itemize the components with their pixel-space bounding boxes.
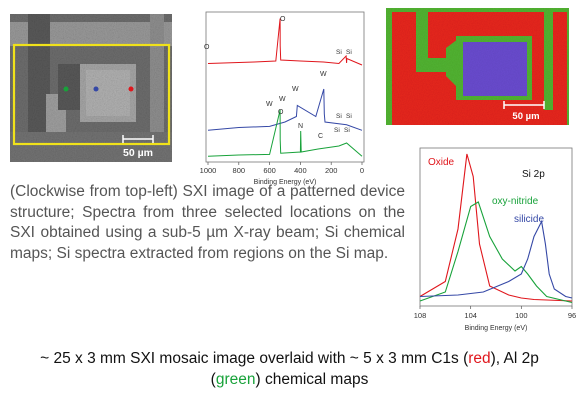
- si2p-oxide-series: [419, 153, 573, 302]
- peak-label-o-top: O: [280, 16, 286, 23]
- figure-caption: (Clockwise from top-left) SXI image of a…: [10, 183, 405, 262]
- map-scale-label: 50 µm: [512, 111, 539, 122]
- sxi-image: 50 µm: [10, 14, 172, 162]
- peak-label-c-green: C: [318, 133, 323, 140]
- si2p-oxynitride-series: [419, 201, 573, 304]
- si2p-x-axis-label: Binding Energy (eV): [465, 325, 528, 332]
- footer-text: ~ 25 x 3 mm SXI mosaic image overlaid wi…: [0, 348, 579, 390]
- peak-label-si-blue-1: Si: [336, 113, 342, 120]
- si2p-tick-label: 100: [515, 311, 528, 320]
- survey-blue-series: [207, 88, 363, 131]
- survey-green-series: [207, 109, 363, 157]
- si-chemical-map: 50 µm: [386, 8, 569, 125]
- green-marker: [63, 86, 69, 92]
- footer-red-word: red: [468, 350, 491, 367]
- peak-label-w-4: W: [320, 71, 327, 78]
- peak-label-o-left: O: [204, 44, 210, 51]
- peak-label-si-red-1: Si: [336, 49, 342, 56]
- footer-part2: ), Al 2p: [490, 350, 539, 367]
- legend-oxide: Oxide: [428, 157, 455, 168]
- sxi-scale-label: 50 µm: [123, 147, 153, 159]
- footer-green-word: green: [215, 371, 256, 388]
- survey-red-series: [207, 18, 363, 66]
- peak-label-o-green: O: [278, 109, 284, 116]
- peak-label-si-green-2: Si: [344, 127, 350, 134]
- survey-tick-label: 400: [294, 166, 307, 175]
- red-marker: [128, 86, 134, 92]
- survey-tick-label: 0: [360, 166, 364, 175]
- si2p-spectra-chart: Oxide Si 2p oxy-nitride silicide 108 104 1…: [414, 147, 576, 332]
- si2p-tick-label: 108: [414, 311, 427, 320]
- si2p-tick-label: 96: [568, 311, 576, 320]
- survey-tick-label: 200: [325, 166, 338, 175]
- peak-label-si-red-2: Si: [346, 49, 352, 56]
- survey-x-axis-label: Binding Energy (eV): [254, 179, 317, 186]
- legend-silicide: silicide: [514, 214, 544, 225]
- selection-rectangle: [12, 43, 171, 146]
- survey-tick-label: 1000: [200, 166, 217, 175]
- survey-spectra-chart: O O Si Si W W W W Si Si O N C Si Si 1000…: [200, 11, 365, 186]
- peak-label-w-1: W: [266, 101, 273, 108]
- footer-part3: ) chemical maps: [255, 371, 369, 388]
- peak-label-si-blue-2: Si: [346, 113, 352, 120]
- peak-label-w-2: W: [279, 96, 286, 103]
- blue-marker: [93, 86, 99, 92]
- peak-label-n-green: N: [298, 123, 303, 130]
- legend-oxy-nitride: oxy-nitride: [492, 196, 539, 207]
- footer-open-paren: (: [210, 371, 216, 388]
- peak-label-w-3: W: [292, 86, 299, 93]
- si2p-silicide-series: [419, 219, 573, 299]
- peak-label-si-green-1: Si: [334, 127, 340, 134]
- si2p-title: Si 2p: [522, 169, 545, 180]
- footer-part1: ~ 25 x 3 mm SXI mosaic image overlaid wi…: [40, 350, 469, 367]
- survey-tick-label: 800: [233, 166, 246, 175]
- survey-tick-label: 600: [263, 166, 276, 175]
- si2p-tick-label: 104: [464, 311, 477, 320]
